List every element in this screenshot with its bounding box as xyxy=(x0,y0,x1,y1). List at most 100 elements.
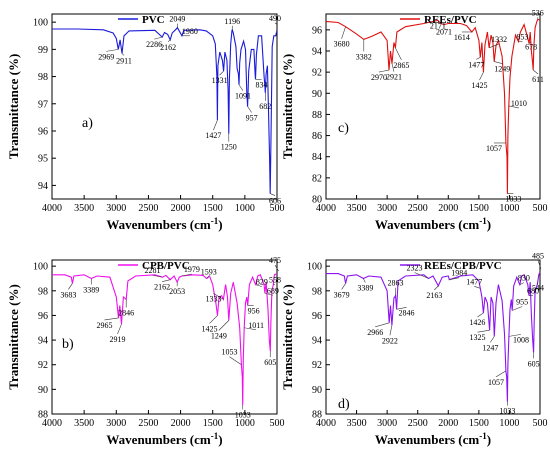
peak-leader xyxy=(274,264,279,272)
peak-label: 2281 xyxy=(145,266,161,275)
legend-label: REEs/PVC xyxy=(424,14,477,26)
x-tick-label: 4000 xyxy=(316,418,336,429)
x-tick-label: 2000 xyxy=(438,203,458,214)
plot-frame xyxy=(51,13,278,200)
peak-leader xyxy=(247,106,252,113)
peak-leader xyxy=(391,63,395,72)
peak-leader xyxy=(537,260,542,269)
peak-label: 1249 xyxy=(211,331,227,340)
peak-label: 2846 xyxy=(118,308,134,317)
peak-label: 2921 xyxy=(386,73,402,82)
peak-label: 3389 xyxy=(83,285,99,294)
x-tick-label: 1000 xyxy=(235,418,255,429)
peak-leader xyxy=(396,306,407,310)
y-axis-title: Transmittance (%) xyxy=(280,54,295,160)
legend-label: REEs/CPB/PVC xyxy=(424,260,502,272)
x-tick-label: 3000 xyxy=(377,418,397,429)
x-tick-label: 3500 xyxy=(74,203,94,214)
y-tick-label: 100 xyxy=(33,18,48,29)
peak-label: 1984 xyxy=(451,269,467,278)
peak-label: 1332 xyxy=(491,35,507,44)
peak-label: 2965 xyxy=(97,321,113,330)
y-tick-label: 98 xyxy=(38,286,48,297)
y-tick-label: 97 xyxy=(38,99,48,110)
peak-leader xyxy=(378,69,390,73)
series-line xyxy=(326,272,540,402)
peak-label: 682 xyxy=(259,102,271,111)
x-tick-label: 500 xyxy=(533,418,548,429)
peak-label: 1477 xyxy=(466,277,482,286)
peak-leader xyxy=(508,334,521,337)
y-tick-label: 98 xyxy=(38,72,48,83)
peak-leader xyxy=(537,282,539,285)
peak-label: 2911 xyxy=(116,56,132,65)
peak-label: 689 xyxy=(267,286,279,295)
peak-label: 2163 xyxy=(426,291,442,300)
peak-label: 1331 xyxy=(212,76,228,85)
peak-leader xyxy=(106,49,119,52)
y-tick-label: 88 xyxy=(38,410,48,421)
peak-label: 3382 xyxy=(356,52,372,61)
y-tick-label: 90 xyxy=(312,385,322,396)
peak-label: 1249 xyxy=(494,65,510,74)
peak-leader xyxy=(528,41,532,44)
peak-leader xyxy=(479,72,484,81)
peak-label: 606 xyxy=(269,197,281,206)
peak-label: 1033 xyxy=(505,195,521,204)
peak-label: 955 xyxy=(516,298,528,307)
y-tick-label: 96 xyxy=(312,25,322,36)
y-axis-title: Transmittance (%) xyxy=(6,284,21,390)
y-axis-title: Transmittance (%) xyxy=(6,54,21,160)
x-axis-title: Wavenumbers (cm-1) xyxy=(375,431,491,447)
peak-leader xyxy=(495,370,507,378)
x-tick-label: 2000 xyxy=(171,418,191,429)
peak-label: 1008 xyxy=(513,335,529,344)
peak-leader xyxy=(414,272,429,279)
x-tick-label: 4000 xyxy=(42,418,62,429)
peak-leader xyxy=(270,193,276,196)
x-tick-label: 1500 xyxy=(469,203,489,214)
x-tick-label: 4000 xyxy=(316,203,336,214)
x-tick-label: 2500 xyxy=(408,203,428,214)
peak-label: 3680 xyxy=(334,40,350,49)
peak-label: 1426 xyxy=(469,318,485,327)
peak-label: 490 xyxy=(269,14,281,23)
peak-label: 1979 xyxy=(184,265,200,274)
peak-label: 1477 xyxy=(468,60,484,69)
peak-leader xyxy=(341,283,346,290)
panel-label: c) xyxy=(338,121,349,136)
peak-leader xyxy=(512,306,523,311)
y-tick-label: 100 xyxy=(33,262,48,273)
x-axis-title: Wavenumbers (cm-1) xyxy=(106,216,222,232)
peak-leader xyxy=(162,279,171,283)
peak-label: 1614 xyxy=(454,33,470,42)
peak-label: 605 xyxy=(528,359,540,368)
y-axis-title: Transmittance (%) xyxy=(280,284,295,390)
peak-label: 1011 xyxy=(248,321,264,330)
peak-leader xyxy=(229,356,242,365)
peak-leader xyxy=(449,277,460,281)
y-tick-label: 94 xyxy=(312,336,322,347)
peak-label: 544 xyxy=(532,284,544,293)
y-tick-label: 99 xyxy=(38,45,48,56)
peak-leader xyxy=(363,278,366,283)
peak-label: 1427 xyxy=(205,131,221,140)
x-tick-label: 2500 xyxy=(408,418,428,429)
plot-frame xyxy=(325,259,541,415)
x-tick-label: 1500 xyxy=(203,418,223,429)
peak-leader xyxy=(255,284,262,287)
peak-label: 2970 xyxy=(371,73,387,82)
y-tick-label: 92 xyxy=(312,360,322,371)
y-tick-label: 88 xyxy=(312,110,322,121)
peak-label: 830 xyxy=(518,274,530,283)
peak-leader xyxy=(341,26,346,39)
peak-leader xyxy=(213,293,224,300)
y-tick-label: 92 xyxy=(312,68,322,79)
peak-label: 2323 xyxy=(407,263,423,272)
x-tick-label: 1000 xyxy=(499,203,519,214)
peak-label: 1196 xyxy=(224,17,240,26)
peak-leader xyxy=(209,315,218,324)
peak-label: 957 xyxy=(246,114,258,123)
x-tick-label: 2500 xyxy=(138,418,158,429)
peak-leader xyxy=(104,317,119,321)
